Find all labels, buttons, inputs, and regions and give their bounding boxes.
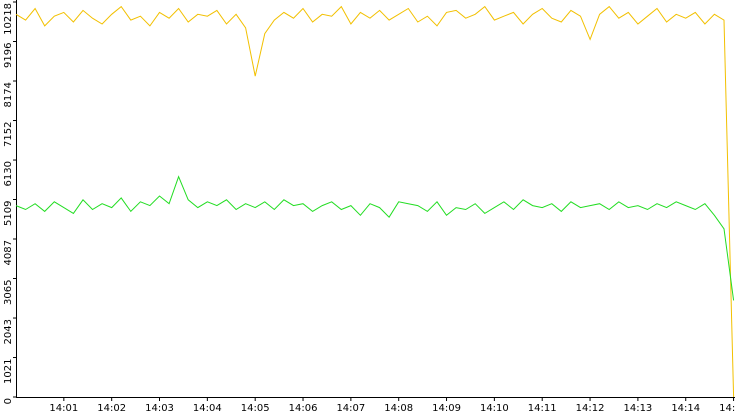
x-tick-label: 14:15 [719, 403, 735, 414]
x-tick-label: 14:04 [193, 403, 222, 414]
x-tick-label: 14:07 [336, 403, 365, 414]
series-line [15, 5, 735, 398]
y-tick-label: 0 [3, 398, 14, 404]
x-tick-label: 14:08 [384, 403, 413, 414]
y-tick-label: 3065 [3, 280, 14, 305]
y-tick-label: 5109 [3, 201, 14, 226]
y-tick-label: 8174 [3, 82, 14, 107]
x-tick-label: 14:05 [241, 403, 270, 414]
x-tick-label: 14:11 [528, 403, 557, 414]
x-tick-label: 14:01 [49, 403, 78, 414]
x-tick-label: 14:03 [145, 403, 174, 414]
y-tick-label: 10218 [3, 3, 14, 35]
x-tick-label: 14:13 [623, 403, 652, 414]
y-tick-label: 4087 [3, 240, 14, 265]
x-tick-label: 14:06 [289, 403, 318, 414]
x-tick-label: 14:09 [432, 403, 461, 414]
y-tick-label: 1021 [3, 359, 14, 384]
y-tick-label: 9196 [3, 43, 14, 68]
x-tick-label: 14:10 [480, 403, 509, 414]
y-tick-label: 6130 [3, 161, 14, 186]
x-tick-label: 14:14 [671, 403, 700, 414]
x-tick-label: 14:12 [576, 403, 605, 414]
series-line [15, 175, 735, 301]
y-tick-label: 7152 [3, 122, 14, 147]
x-tick-label: 14:02 [97, 403, 126, 414]
y-tick-label: 2043 [3, 319, 14, 344]
